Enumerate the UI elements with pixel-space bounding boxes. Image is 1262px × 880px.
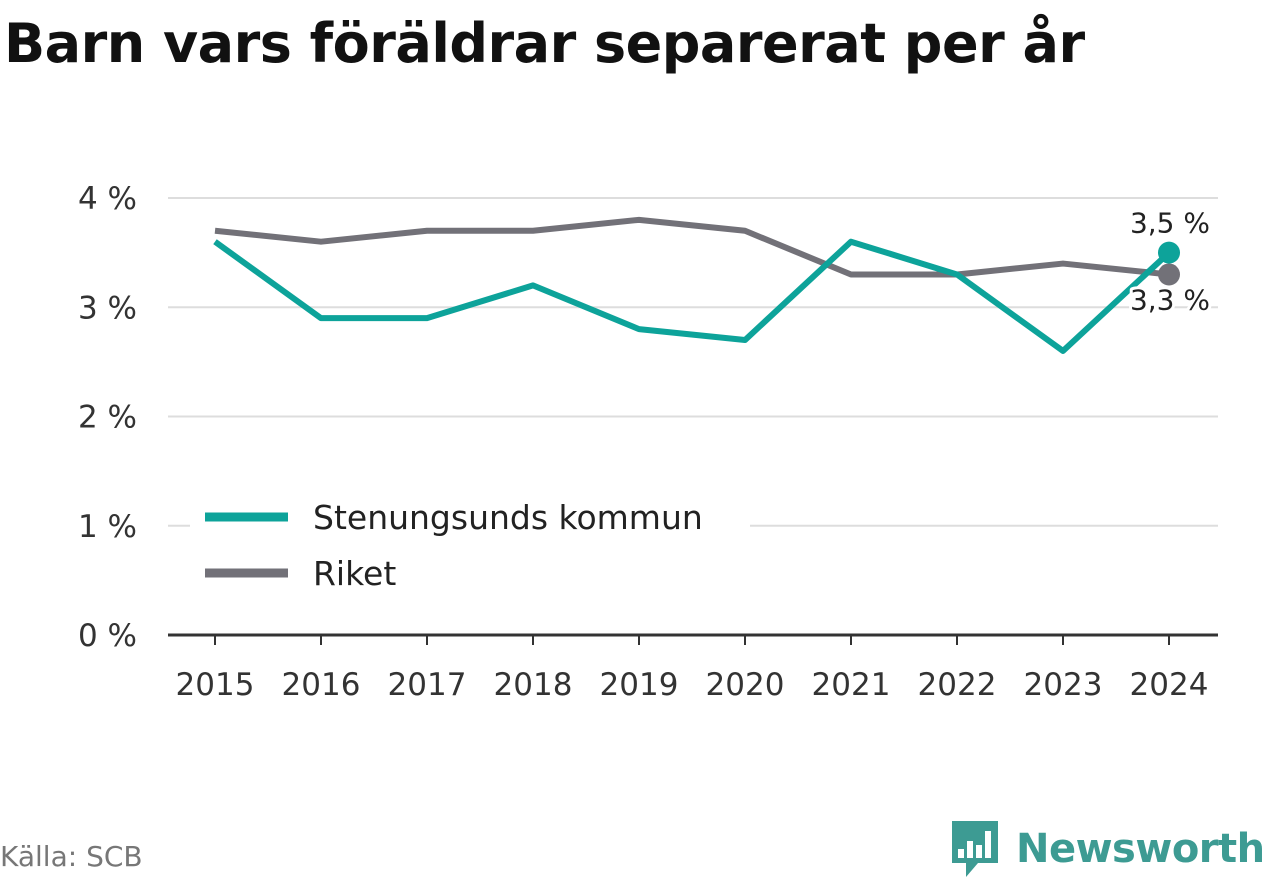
end-point-riket [1158, 263, 1180, 286]
legend-layer: Stenungsunds kommun Riket [190, 482, 750, 602]
line-chart: 0 % 1 % 2 % 3 % 4 % 2015 2016 2017 2018 2019 2020 2… [78, 181, 1218, 703]
y-tick-label: 1 % [78, 509, 137, 545]
end-label-riket: 3,3 % [1130, 283, 1210, 316]
end-label-riket-halo: 3,3 % [1130, 283, 1210, 316]
brand: Newsworthy [950, 818, 1262, 880]
source-note: Källa: SCB [0, 840, 143, 873]
y-tick-label: 4 % [78, 181, 137, 217]
brand-name: Newsworthy [1016, 826, 1262, 872]
x-tick-label: 2016 [282, 667, 361, 703]
end-point-stenungsund [1158, 241, 1180, 264]
series-line-stenungsund [213, 238, 1172, 354]
x-tick-label: 2017 [388, 667, 467, 703]
grid-layer [168, 197, 1218, 527]
series-line-riket [214, 216, 1170, 278]
y-tick-label: 3 % [78, 290, 137, 326]
axis-layer: 0 % 1 % 2 % 3 % 4 % 2015 2016 2017 2018 2019 2020 2… [78, 181, 1218, 703]
newsworthy-logo-icon [952, 821, 998, 877]
series-layer [213, 216, 1172, 354]
x-tick-label: 2015 [176, 667, 255, 703]
x-tick-label: 2019 [600, 667, 679, 703]
end-label-stenungsund: 3,5 % [1130, 207, 1210, 240]
label-layer: 3,5 %3,3 %3,3 % [1127, 207, 1213, 320]
x-tick-label: 2022 [918, 667, 997, 703]
legend-label: Stenungsunds kommun [313, 498, 703, 537]
legend-background [190, 482, 750, 602]
legend-label: Riket [313, 554, 396, 593]
x-tick-label: 2021 [812, 667, 891, 703]
y-tick-label: 0 % [78, 618, 137, 654]
x-tick-label: 2024 [1130, 667, 1209, 703]
y-tick-label: 2 % [78, 400, 137, 436]
x-tick-label: 2023 [1024, 667, 1103, 703]
chart-title: Barn vars föräldrar separerat per år [4, 12, 1085, 75]
x-tick-label: 2020 [706, 667, 785, 703]
x-tick-label: 2018 [494, 667, 573, 703]
